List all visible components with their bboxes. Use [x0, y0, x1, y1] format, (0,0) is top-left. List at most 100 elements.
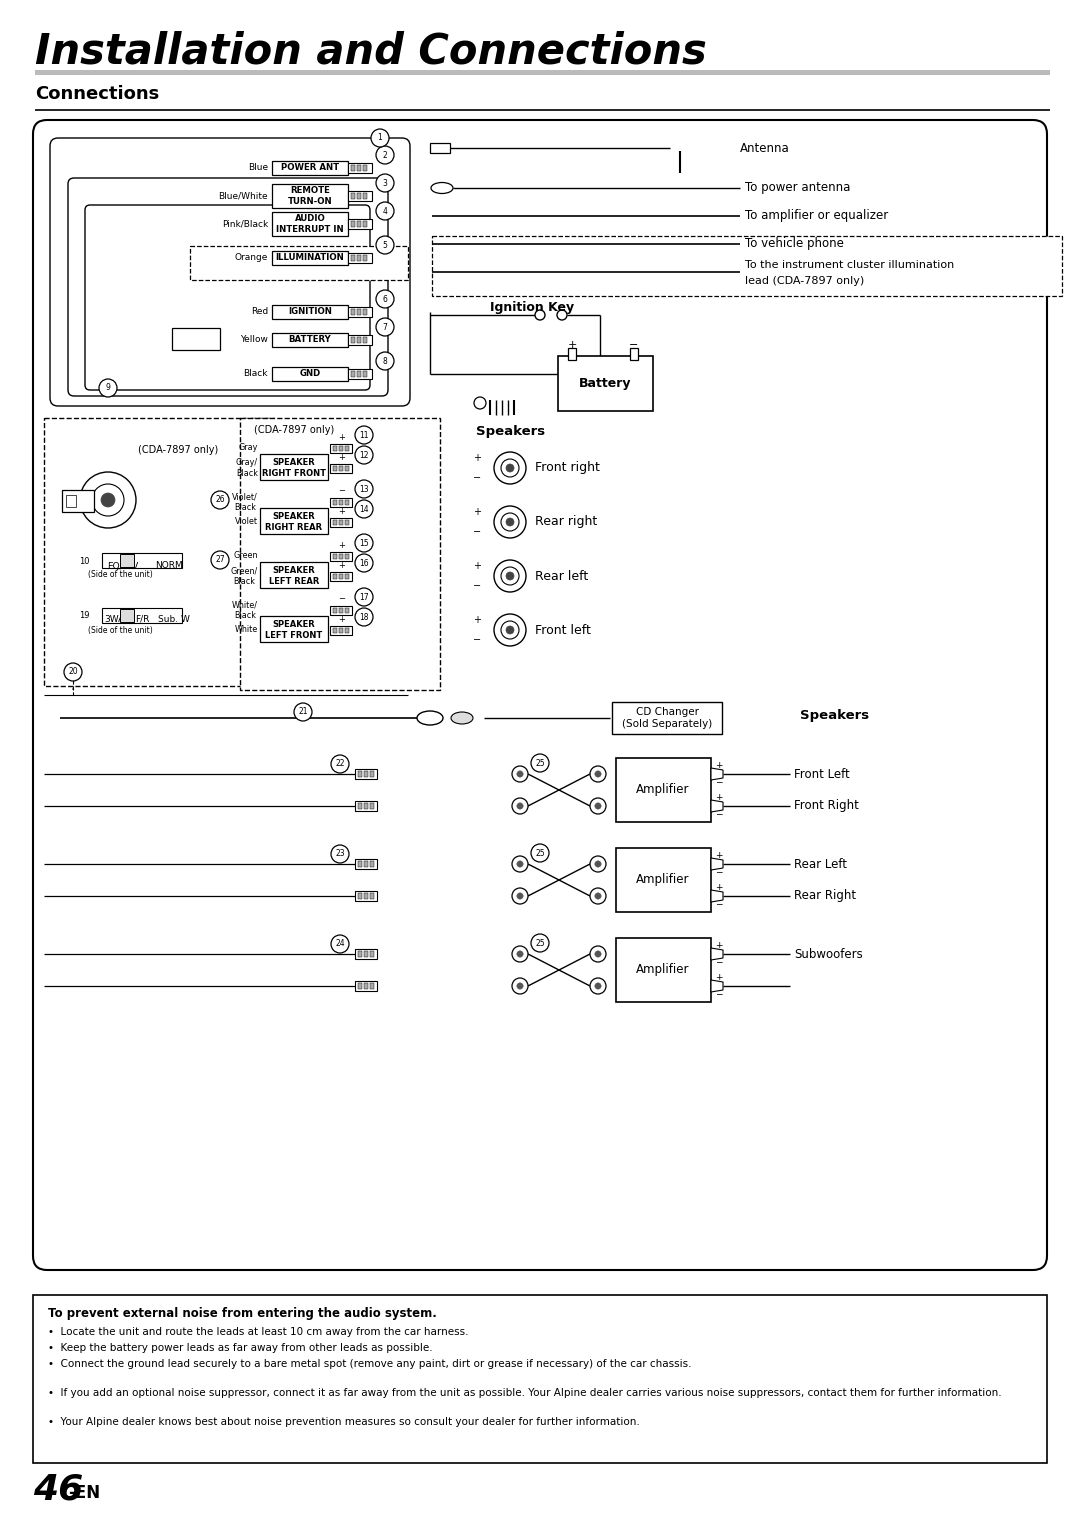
Bar	[351, 192, 355, 198]
Bar	[272, 185, 348, 208]
Circle shape	[376, 290, 394, 308]
Bar	[355, 949, 377, 958]
Circle shape	[557, 310, 567, 320]
Circle shape	[294, 703, 312, 720]
Text: ILLUMINATION: ILLUMINATION	[275, 253, 345, 262]
Bar	[333, 554, 337, 559]
Bar	[272, 250, 348, 266]
Circle shape	[330, 755, 349, 774]
Bar	[35, 70, 1050, 75]
Bar	[430, 143, 450, 153]
Bar	[364, 803, 368, 809]
Bar	[345, 446, 349, 452]
Circle shape	[64, 662, 82, 681]
Text: −: −	[715, 989, 723, 998]
Bar	[339, 520, 343, 525]
Text: +: +	[338, 615, 346, 624]
Bar	[66, 494, 76, 507]
Text: Red: Red	[251, 308, 268, 316]
Text: AUDIO
INTERRUPT IN: AUDIO INTERRUPT IN	[276, 214, 343, 233]
Bar	[370, 951, 374, 957]
Circle shape	[355, 501, 373, 517]
Text: Front left: Front left	[535, 624, 591, 636]
Circle shape	[355, 554, 373, 572]
Bar	[339, 501, 343, 505]
Text: 25: 25	[536, 938, 544, 948]
Text: −: −	[338, 487, 346, 496]
Text: +: +	[338, 453, 346, 461]
Bar	[272, 305, 348, 319]
Circle shape	[376, 174, 394, 192]
Bar	[370, 983, 374, 989]
Bar	[260, 508, 328, 534]
Text: POWER ANT: POWER ANT	[281, 163, 339, 172]
Bar	[33, 1296, 1047, 1463]
FancyBboxPatch shape	[33, 121, 1047, 1270]
Text: NORM: NORM	[156, 562, 183, 571]
Text: •  Connect the ground lead securely to a bare metal spot (remove any paint, dirt: • Connect the ground lead securely to a …	[48, 1360, 691, 1369]
Bar	[357, 221, 361, 227]
Polygon shape	[711, 948, 723, 960]
Bar	[348, 307, 372, 317]
Bar	[333, 629, 337, 633]
Text: (Side of the unit): (Side of the unit)	[87, 626, 152, 635]
Bar	[339, 629, 343, 633]
Polygon shape	[711, 858, 723, 870]
Text: Ignition Key: Ignition Key	[490, 302, 575, 314]
Bar	[612, 702, 723, 734]
Text: SPEAKER
LEFT REAR: SPEAKER LEFT REAR	[269, 566, 320, 586]
Circle shape	[507, 626, 514, 633]
Bar	[357, 771, 362, 777]
Circle shape	[501, 568, 519, 584]
Bar	[370, 803, 374, 809]
Circle shape	[355, 446, 373, 464]
Bar	[355, 981, 377, 990]
Bar	[333, 501, 337, 505]
Circle shape	[590, 978, 606, 993]
Polygon shape	[711, 980, 723, 992]
FancyBboxPatch shape	[68, 179, 388, 397]
Text: +: +	[473, 562, 481, 571]
Text: −: −	[473, 581, 481, 591]
Circle shape	[372, 130, 389, 146]
Circle shape	[595, 803, 602, 809]
Text: Speakers: Speakers	[800, 708, 869, 722]
Bar	[351, 371, 355, 377]
Text: 15: 15	[360, 539, 368, 548]
Bar	[363, 371, 367, 377]
Bar	[345, 520, 349, 525]
Text: 24: 24	[335, 940, 345, 949]
Bar	[260, 455, 328, 481]
Bar	[348, 253, 372, 262]
Text: −: −	[473, 473, 481, 484]
Text: Sub. W: Sub. W	[158, 615, 190, 624]
Circle shape	[507, 517, 514, 526]
Text: Connections: Connections	[35, 85, 159, 102]
Bar	[351, 165, 355, 171]
Circle shape	[517, 803, 523, 809]
Circle shape	[512, 978, 528, 993]
Bar	[357, 951, 362, 957]
Text: 25: 25	[536, 848, 544, 858]
Text: To the instrument cluster illumination: To the instrument cluster illumination	[745, 259, 955, 270]
Text: Rear left: Rear left	[535, 569, 589, 583]
Bar	[370, 893, 374, 899]
Circle shape	[595, 983, 602, 989]
Text: Violet: Violet	[235, 517, 258, 526]
Text: Amplifier: Amplifier	[636, 873, 690, 887]
Text: −: −	[715, 867, 723, 876]
Text: +: +	[338, 432, 346, 441]
Text: 8: 8	[382, 357, 388, 366]
Circle shape	[211, 491, 229, 510]
Circle shape	[376, 146, 394, 163]
Text: 14: 14	[360, 505, 368, 514]
Bar	[44, 418, 274, 687]
Circle shape	[474, 397, 486, 409]
Bar	[260, 562, 328, 588]
Bar	[102, 552, 183, 568]
Bar	[333, 520, 337, 525]
Text: •  If you add an optional noise suppressor, connect it as far away from the unit: • If you add an optional noise suppresso…	[48, 1389, 1001, 1398]
Bar	[357, 861, 362, 867]
Text: Amplifier: Amplifier	[636, 963, 690, 977]
Circle shape	[355, 534, 373, 552]
